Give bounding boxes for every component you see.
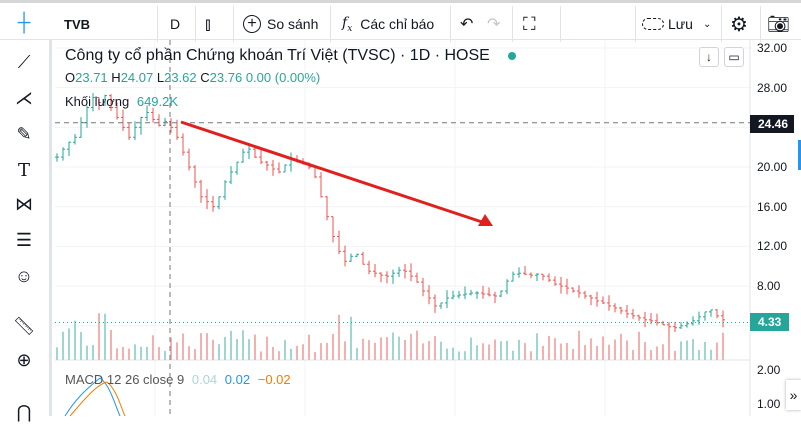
market-status-dot (507, 51, 516, 60)
plus-circle-icon: + (243, 15, 261, 33)
ohlc-legend: O23.71 H24.07 L23.62 C23.76 0.00 (0.00%) (65, 70, 321, 85)
chevron-down-icon: ⌄ (702, 18, 712, 30)
price-tick: 28.00 (757, 81, 788, 95)
fib-tool-icon[interactable]: ⋌ (15, 87, 33, 108)
maximize-icon[interactable]: ▭ (724, 47, 744, 67)
brush-icon[interactable]: ✎ (16, 123, 32, 144)
indicators-button[interactable]: fx Các chỉ báo (342, 6, 434, 42)
camera-icon[interactable]: 📷︎ (767, 13, 790, 34)
indicators-label: Các chỉ báo (360, 16, 435, 32)
trend-line-icon[interactable]: ⟋ (17, 51, 31, 72)
last-price-label: 4.33 (750, 313, 789, 331)
redo-icon[interactable]: ↷ (487, 16, 501, 33)
compare-label: So sánh (267, 16, 319, 32)
volume-legend: Khối lượng 649.2K (65, 94, 179, 109)
fullscreen-icon[interactable]: ⛶ (523, 13, 536, 34)
prediction-icon[interactable]: ☰ (15, 229, 33, 250)
macd-line (64, 377, 121, 416)
zoom-in-icon[interactable]: ⊕ (16, 349, 32, 370)
text-tool-icon[interactable]: T (17, 159, 30, 181)
expand-panel-icon[interactable]: » (786, 380, 801, 410)
save-button[interactable]: Lưu ⌄ (642, 6, 711, 42)
macd-tick: 2.00 (757, 363, 781, 377)
pattern-icon[interactable]: ⋈ (15, 193, 33, 214)
cloud-icon (642, 18, 664, 30)
save-label: Lưu (668, 16, 693, 32)
macd-tick: 1.00 (757, 397, 781, 411)
crosshair-icon[interactable]: ┼ (17, 11, 31, 32)
trend-arrow-head (478, 214, 493, 226)
price-tick: 32.00 (757, 41, 788, 55)
compare-button[interactable]: + So sánh (243, 6, 318, 42)
scroll-indicator (798, 140, 801, 170)
price-tick: 12.00 (757, 239, 788, 253)
magnet-icon[interactable]: ⋂ (16, 401, 32, 422)
emoji-icon[interactable]: ☺ (14, 265, 34, 286)
symbol-search[interactable]: TVB (64, 16, 90, 32)
settings-gear-icon[interactable]: ⚙ (730, 13, 748, 36)
candle-type-icon[interactable]: ⫾ (205, 13, 211, 34)
macd-legend: MACD 12 26 close 9 0.04 0.02 −0.02 (65, 372, 291, 387)
ruler-icon[interactable]: 📏︎ (12, 315, 36, 336)
drawing-toolbar: ┼ ⟋ ⋌ ✎ T ⋈ ☰ ☺ 📏︎ ⊕ ⋂ (0, 12, 52, 422)
trend-arrow-line (180, 120, 486, 225)
interval-button[interactable]: D (170, 16, 181, 32)
macd-signal-line (69, 381, 126, 416)
fx-icon: fx (342, 14, 353, 34)
price-chart[interactable] (55, 40, 801, 416)
price-tick: 16.00 (757, 200, 788, 214)
top-toolbar: TVB D ⫾ + So sánh fx Các chỉ báo ↶ ↷ ⛶ Lưu… (0, 0, 801, 42)
chart-title: Công ty cổ phần Chứng khoán Trí Việt (TV… (65, 47, 516, 65)
crosshair-price-label: 24.46 (750, 115, 794, 133)
arrow-down-icon[interactable]: ↓ (699, 47, 719, 67)
undo-icon[interactable]: ↶ (460, 16, 474, 33)
price-tick: 8.00 (757, 279, 781, 293)
price-tick: 20.00 (757, 160, 788, 174)
